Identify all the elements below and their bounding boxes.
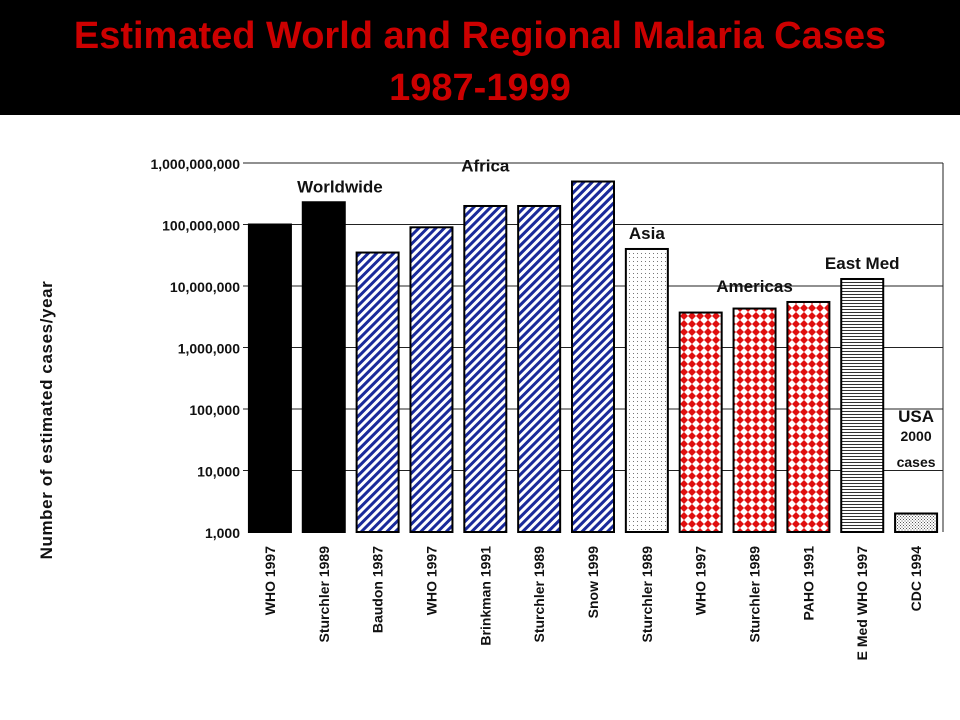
x-tick-label: Sturchler 1989 bbox=[316, 546, 332, 643]
chart-title-line-1: Estimated World and Regional Malaria Cas… bbox=[73, 15, 887, 57]
bar bbox=[624, 247, 669, 534]
x-tick-label: CDC 1994 bbox=[908, 546, 924, 612]
title-bar bbox=[0, 0, 960, 115]
bar bbox=[786, 300, 831, 533]
x-tick-labels: WHO 1997 Sturchler 1989 Baudon 1987 WHO 199… bbox=[262, 546, 924, 661]
bar bbox=[894, 512, 939, 533]
y-tick-label: 1,000 bbox=[205, 525, 240, 541]
annotation-label: cases bbox=[897, 454, 936, 470]
region-label: Asia bbox=[629, 224, 665, 243]
x-tick-label: Sturchler 1989 bbox=[747, 546, 763, 643]
x-tick-label: WHO 1997 bbox=[693, 546, 709, 615]
region-label: Africa bbox=[461, 157, 510, 176]
x-tick-label: WHO 1997 bbox=[262, 546, 278, 615]
y-tick-label: 10,000,000 bbox=[170, 279, 240, 295]
x-tick-label: E Med WHO 1997 bbox=[854, 546, 870, 661]
x-tick-label: Brinkman 1991 bbox=[477, 546, 493, 646]
bar bbox=[571, 180, 615, 534]
region-label: Americas bbox=[716, 277, 793, 296]
bars bbox=[247, 180, 939, 534]
bar bbox=[463, 204, 508, 533]
bar bbox=[355, 251, 400, 533]
bar bbox=[409, 226, 454, 533]
y-tick-label: 1,000,000,000 bbox=[150, 156, 240, 172]
bar bbox=[840, 277, 885, 534]
y-tick-label: 100,000 bbox=[189, 402, 240, 418]
y-tick-label: 10,000 bbox=[197, 464, 240, 480]
x-tick-label: Sturchler 1989 bbox=[531, 546, 547, 643]
bar bbox=[732, 307, 777, 533]
y-tick-labels: 1,000,000,000 100,000,000 10,000,000 1,000,… bbox=[150, 156, 240, 541]
y-tick-label: 1,000,000 bbox=[178, 341, 240, 357]
bar bbox=[301, 201, 346, 534]
bar bbox=[517, 204, 562, 533]
x-tick-label: Snow 1999 bbox=[585, 546, 601, 619]
region-label: USA bbox=[898, 407, 934, 426]
x-tick-label: Sturchler 1989 bbox=[639, 546, 655, 643]
region-label: Worldwide bbox=[297, 177, 383, 196]
bar bbox=[247, 223, 292, 533]
chart-title-line-2: 1987-1999 bbox=[389, 67, 571, 109]
region-labels: Worldwide Africa Asia Americas East Med USA 20… bbox=[297, 157, 936, 470]
bar bbox=[678, 311, 723, 534]
annotation-label: 2000 bbox=[900, 428, 931, 444]
y-tick-label: 100,000,000 bbox=[162, 218, 240, 234]
x-tick-label: PAHO 1991 bbox=[800, 546, 816, 621]
y-axis-label: Number of estimated cases/year bbox=[37, 281, 56, 560]
x-tick-label: WHO 1997 bbox=[423, 546, 439, 615]
region-label: East Med bbox=[825, 254, 900, 273]
x-tick-label: Baudon 1987 bbox=[370, 546, 386, 633]
